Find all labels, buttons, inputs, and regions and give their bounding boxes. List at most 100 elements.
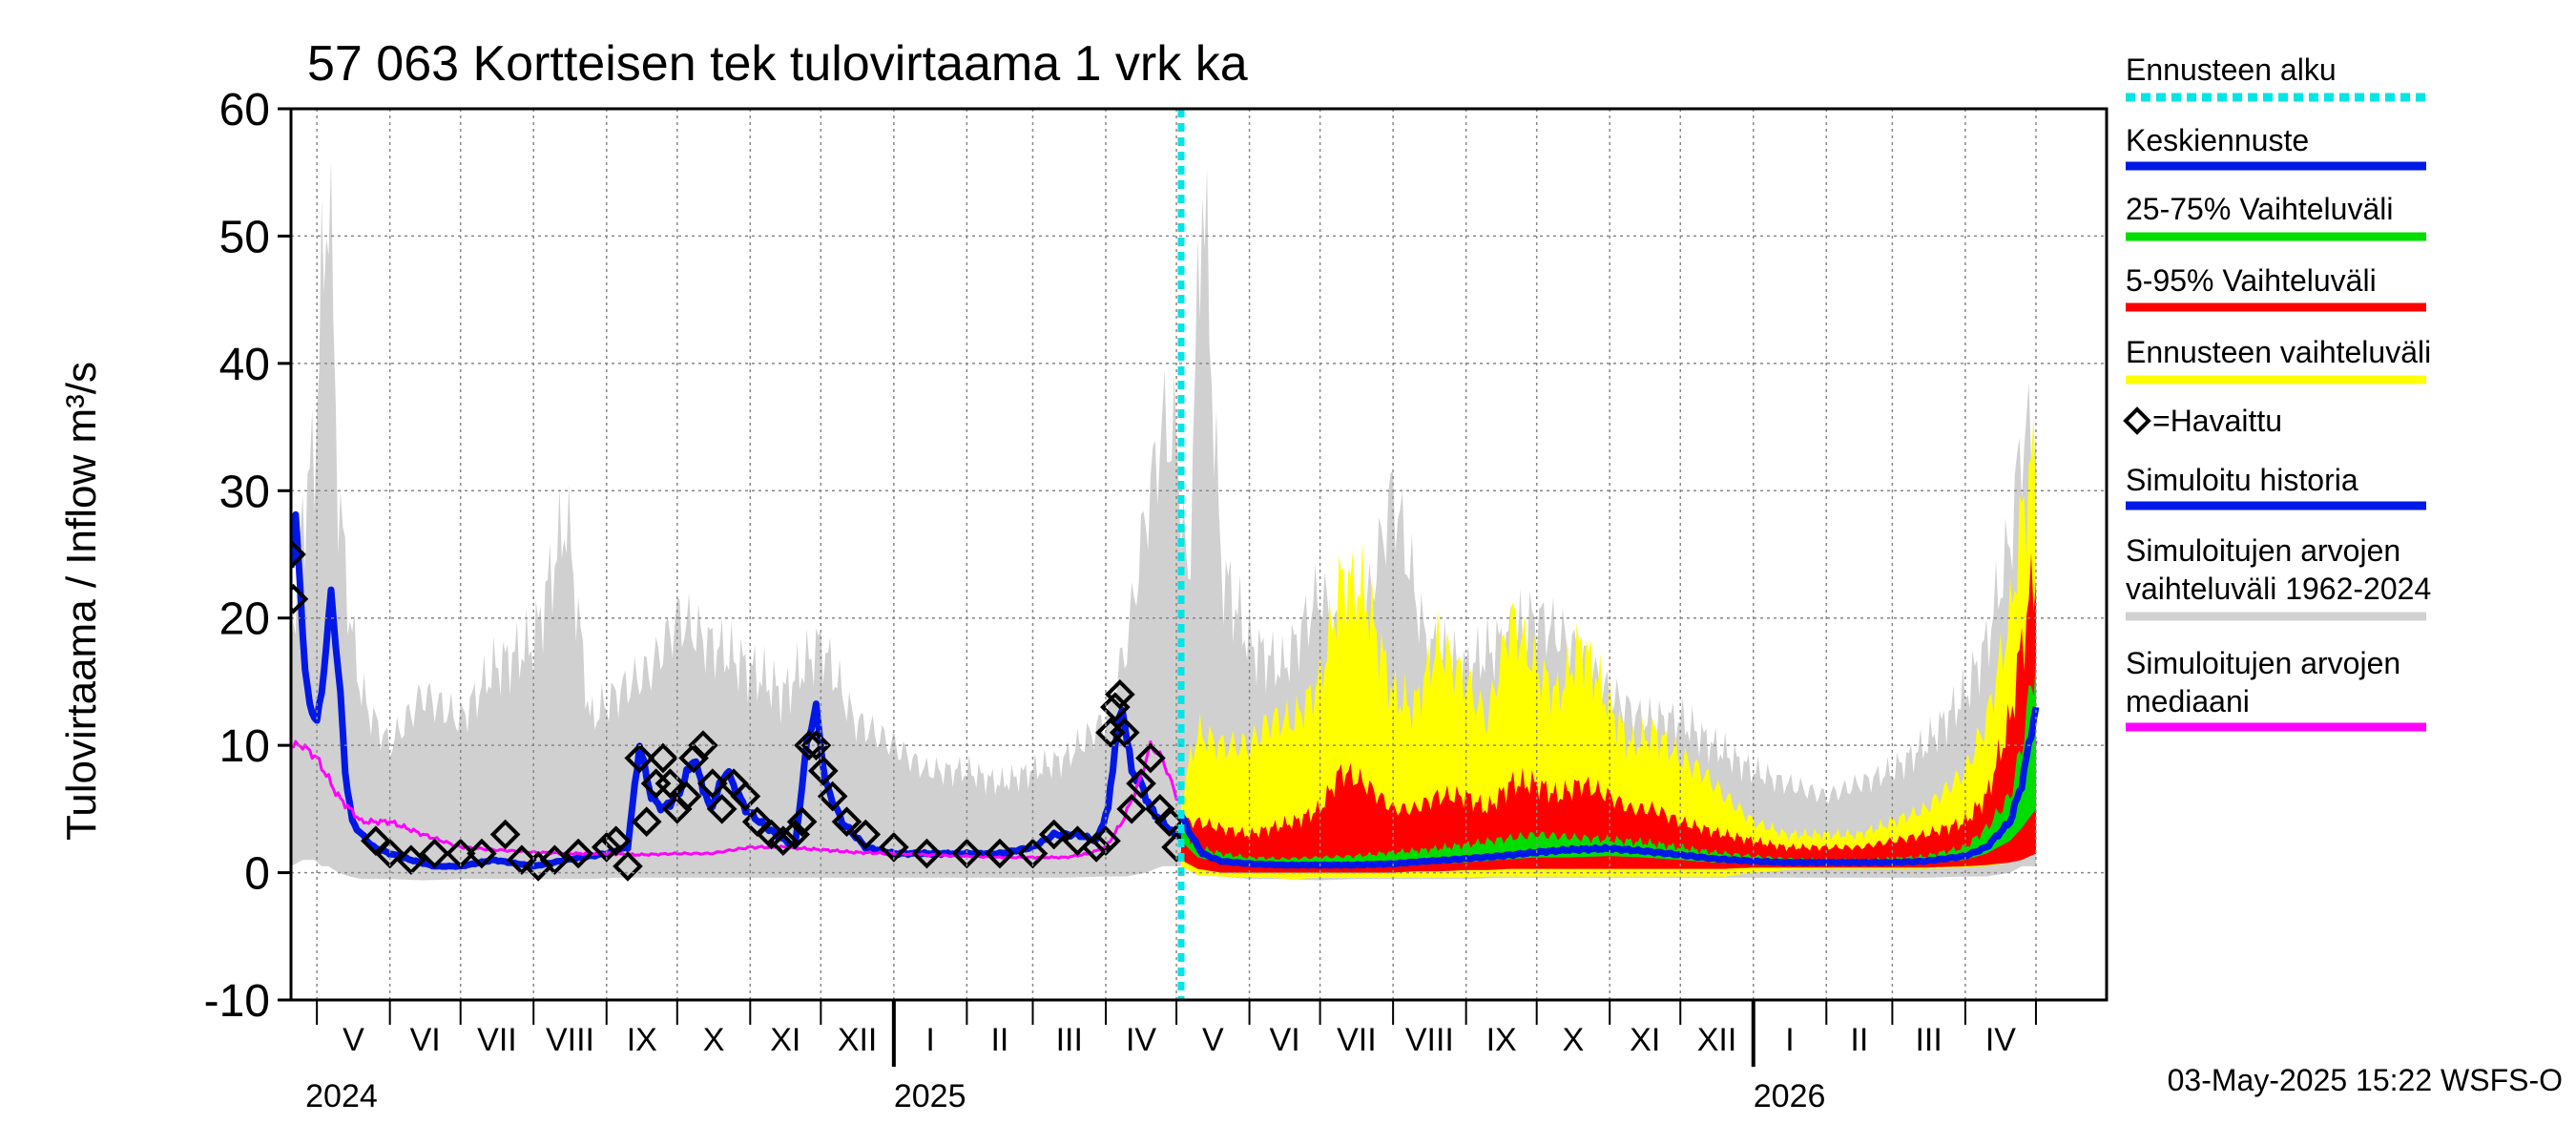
legend-label: Simuloitujen arvojen — [2126, 533, 2400, 568]
legend-item: Simuloitujen arvojen vaihteluväli 1962-20… — [2126, 533, 2431, 621]
y-tick-label: 60 — [219, 85, 270, 135]
observed-marker — [688, 730, 718, 760]
observed-marker — [624, 742, 655, 774]
legend-label: Simuloitu historia — [2126, 463, 2358, 497]
legend-item: =Havaittu — [2123, 404, 2282, 438]
observed-marker — [648, 742, 678, 774]
month-label: XII — [1697, 1022, 1737, 1058]
legend-label: Keskiennuste — [2126, 123, 2309, 157]
month-label: II — [990, 1022, 1008, 1058]
band-5-95-vaihteluv-li — [1181, 552, 2036, 873]
legend-item: Ennusteen alku — [2126, 52, 2426, 102]
observed-marker — [768, 825, 799, 857]
month-label: V — [1202, 1022, 1224, 1058]
observed-marker — [1062, 825, 1093, 857]
month-label: IX — [627, 1022, 657, 1058]
observed-marker — [807, 756, 839, 786]
month-label: VIII — [1405, 1022, 1454, 1058]
legend-label: Ennusteen alku — [2126, 52, 2337, 87]
observed-marker — [985, 838, 1015, 869]
y-tick-label: 30 — [219, 467, 270, 517]
legend-item: 5-95% Vaihteluväli — [2126, 263, 2426, 312]
month-label: VII — [477, 1022, 517, 1058]
observed-marker — [291, 583, 309, 614]
month-label: X — [703, 1022, 725, 1058]
month-label: X — [1563, 1022, 1585, 1058]
observed-marker — [419, 838, 450, 869]
observed-marker — [1091, 825, 1121, 857]
observed-marker — [1135, 742, 1166, 774]
y-tick-label: 40 — [219, 340, 270, 390]
observed-marker — [600, 825, 632, 857]
observed-marker — [396, 844, 426, 876]
month-label: VI — [410, 1022, 441, 1058]
observed-marker — [850, 819, 882, 850]
month-label: VIII — [546, 1022, 594, 1058]
month-label: III — [1915, 1022, 1942, 1058]
legend-label: vaihteluväli 1962-2024 — [2126, 572, 2431, 606]
plot-frame — [289, 107, 2109, 1002]
legend-label: =Havaittu — [2152, 404, 2282, 438]
observed-marker — [696, 768, 728, 799]
legend-item: Keskiennuste — [2126, 123, 2426, 171]
legend-marker-icon — [2123, 406, 2151, 435]
legend-item: Simuloitujen arvojen mediaani — [2126, 646, 2426, 732]
month-label: IX — [1486, 1022, 1517, 1058]
legend: Ennusteen alku Keskiennuste 25-75% Vaihtel… — [2123, 52, 2431, 732]
observed-marker — [1109, 717, 1140, 748]
timestamp-footer: 03-May-2025 15:22 WSFS-O — [2168, 1063, 2563, 1097]
month-label: III — [1056, 1022, 1083, 1058]
y-tick-label: 20 — [219, 594, 270, 645]
observed-marker — [817, 781, 848, 812]
observed-marker — [706, 794, 737, 824]
legend-label: 25-75% Vaihteluväli — [2126, 192, 2393, 226]
month-label: XII — [838, 1022, 878, 1058]
legend-label: Ennusteen vaihteluväli — [2126, 335, 2431, 369]
legend-label: 5-95% Vaihteluväli — [2126, 263, 2377, 298]
legend-item: Ennusteen vaihteluväli — [2126, 335, 2431, 385]
legend-label: Simuloitujen arvojen — [2126, 646, 2400, 680]
observed-marker — [1116, 794, 1147, 824]
observed-marker — [613, 851, 643, 882]
chart-title: 57 063 Kortteisen tek tulovirtaama 1 vrk… — [307, 36, 1248, 92]
observed-marker — [794, 730, 824, 760]
observed-marker — [1126, 768, 1156, 799]
observed-marker — [654, 768, 686, 799]
line-keskiennuste — [1177, 706, 2040, 869]
observed-marker — [831, 806, 862, 838]
month-label: VII — [1337, 1022, 1377, 1058]
y-axis-label: Tulovirtaama / Inflow m³/s — [58, 362, 105, 841]
observed-marker — [507, 844, 537, 876]
y-tick-label: 50 — [219, 212, 270, 262]
band-ennusteen-vaihteluv-li — [1181, 416, 2036, 880]
legend-item: 25-75% Vaihteluväli — [2126, 192, 2426, 241]
y-tick-label: 10 — [219, 721, 270, 772]
month-label: VI — [1270, 1022, 1300, 1058]
month-label: I — [925, 1022, 934, 1058]
band-simuloitujen-arvojen-vaihteluv-li-1962-2024 — [291, 158, 2036, 881]
legend-item: Simuloitu historia — [2126, 463, 2426, 510]
month-label: V — [343, 1022, 364, 1058]
year-label: 2024 — [305, 1078, 378, 1114]
month-label: II — [1850, 1022, 1868, 1058]
month-label: XI — [770, 1022, 800, 1058]
month-label: IV — [1985, 1022, 2016, 1058]
month-label: I — [1785, 1022, 1794, 1058]
observed-marker — [730, 781, 761, 812]
observed-marker — [1081, 832, 1111, 863]
observed-marker — [911, 838, 943, 869]
month-label: XI — [1630, 1022, 1660, 1058]
observed-marker — [1153, 806, 1185, 838]
y-tick-label: 0 — [244, 849, 270, 900]
observed-marker — [539, 844, 571, 876]
y-tick-label: -10 — [204, 976, 270, 1027]
legend-label: mediaani — [2126, 684, 2250, 718]
observed-marker — [1038, 819, 1070, 850]
observed-marker — [467, 838, 497, 869]
observed-marker — [489, 819, 521, 850]
observed-marker — [786, 806, 818, 838]
observed-marker — [800, 730, 832, 760]
observed-marker — [1104, 678, 1135, 710]
year-label: 2025 — [894, 1078, 966, 1114]
